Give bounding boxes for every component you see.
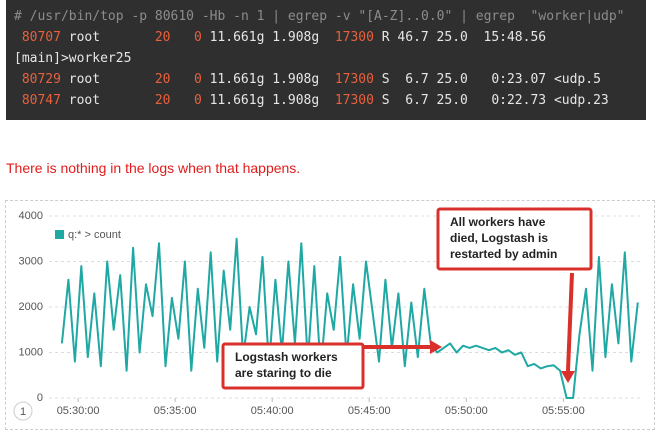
annotation-text: died, Logstash is	[450, 231, 548, 245]
terminal-cell: 17300	[334, 72, 374, 87]
annotation-arrowhead	[561, 371, 575, 383]
x-tick-label: 05:55:00	[542, 405, 585, 417]
x-tick-label: 05:35:00	[154, 405, 197, 417]
terminal-cell: R	[381, 30, 390, 45]
terminal-line: 80747 root 20 0 11.661g 1.908g 17300 S 6.7 25.0 0:…	[14, 90, 638, 111]
terminal-cell: 1.908g	[272, 30, 320, 45]
terminal-cell: 17300	[334, 30, 374, 45]
annotation-arrow	[566, 272, 574, 372]
terminal-cell: 11.661g	[209, 72, 265, 87]
terminal-cell: 11.661g	[209, 30, 265, 45]
terminal-cell: 46.7	[397, 30, 429, 45]
annotation-arrowhead	[430, 340, 442, 354]
terminal-cell: S	[381, 93, 390, 108]
annotation-text: All workers have	[450, 215, 546, 229]
terminal-cell: 20	[154, 72, 171, 87]
annotation-text: are staring to die	[235, 366, 332, 380]
terminal-cell: 6.7	[405, 93, 429, 108]
x-tick-label: 05:50:00	[445, 405, 488, 417]
terminal-cell: 20	[154, 93, 171, 108]
terminal-cell: root	[68, 72, 101, 87]
terminal-cell: 0:23.07	[491, 72, 547, 87]
annotation-text: Logstash workers	[235, 350, 338, 364]
x-tick-label: 05:40:00	[251, 405, 294, 417]
terminal-cell: 80729	[21, 72, 61, 87]
y-tick-label: 3000	[19, 255, 43, 267]
y-tick-label: 1000	[19, 346, 43, 358]
badge: 1	[20, 406, 26, 418]
x-tick-label: 05:45:00	[348, 405, 391, 417]
terminal-line: 80729 root 20 0 11.661g 1.908g 17300 S 6.7 25.0 0:…	[14, 69, 638, 90]
terminal-cell: 0	[193, 93, 202, 108]
terminal-cell: 25.0	[436, 93, 468, 108]
terminal-cell: 0	[193, 72, 202, 87]
terminal-cell: <udp.5	[553, 72, 601, 87]
terminal-line: 80707 root 20 0 11.661g 1.908g 17300 R 46.7 25.0 1…	[14, 27, 638, 48]
terminal-cell: 1.908g	[272, 93, 320, 108]
terminal-line: # /usr/bin/top -p 80610 -Hb -n 1 | egrep…	[14, 9, 625, 24]
terminal-cell: 11.661g	[209, 93, 265, 108]
terminal-cell: root	[68, 93, 101, 108]
terminal: # /usr/bin/top -p 80610 -Hb -n 1 | egrep…	[6, 0, 646, 120]
annotation-box	[436, 207, 593, 271]
y-tick-label: 0	[37, 392, 43, 404]
terminal-cell: 80707	[21, 30, 61, 45]
chart: 1 0 1000 2000 3000 4000 05:30:00 05:35:00 05:40…	[13, 207, 641, 421]
terminal-cell: 1.908g	[272, 72, 320, 87]
terminal-cell: 17300	[334, 93, 374, 108]
terminal-cell: 25.0	[436, 72, 468, 87]
terminal-cell: 15:48.56	[483, 30, 547, 45]
legend-label: q:* > count	[68, 229, 121, 241]
terminal-line: [main]>worker25	[14, 51, 132, 66]
terminal-cell: 0:22.73	[491, 93, 547, 108]
terminal-cell: <udp.23	[553, 93, 609, 108]
terminal-cell: 80747	[21, 93, 61, 108]
terminal-cell: 25.0	[436, 30, 468, 45]
series-line	[60, 237, 639, 399]
terminal-cell: 0	[193, 30, 202, 45]
note: There is nothing in the logs when that h…	[6, 160, 301, 176]
badge-circle	[13, 401, 33, 421]
terminal-cell: S	[381, 72, 390, 87]
legend-swatch	[55, 230, 64, 239]
x-tick-label: 05:30:00	[57, 405, 100, 417]
y-tick-label: 4000	[19, 210, 43, 222]
y-tick-label: 2000	[19, 301, 43, 313]
chart-panel: 1 0 1000 2000 3000 4000 05:30:00 05:35:00 05:40…	[5, 200, 655, 430]
annotation-box	[221, 342, 365, 390]
terminal-cell: root	[68, 30, 101, 45]
terminal-cell: 20	[154, 30, 171, 45]
terminal-cell: 6.7	[405, 72, 429, 87]
annotation-text: restarted by admin	[450, 247, 557, 261]
